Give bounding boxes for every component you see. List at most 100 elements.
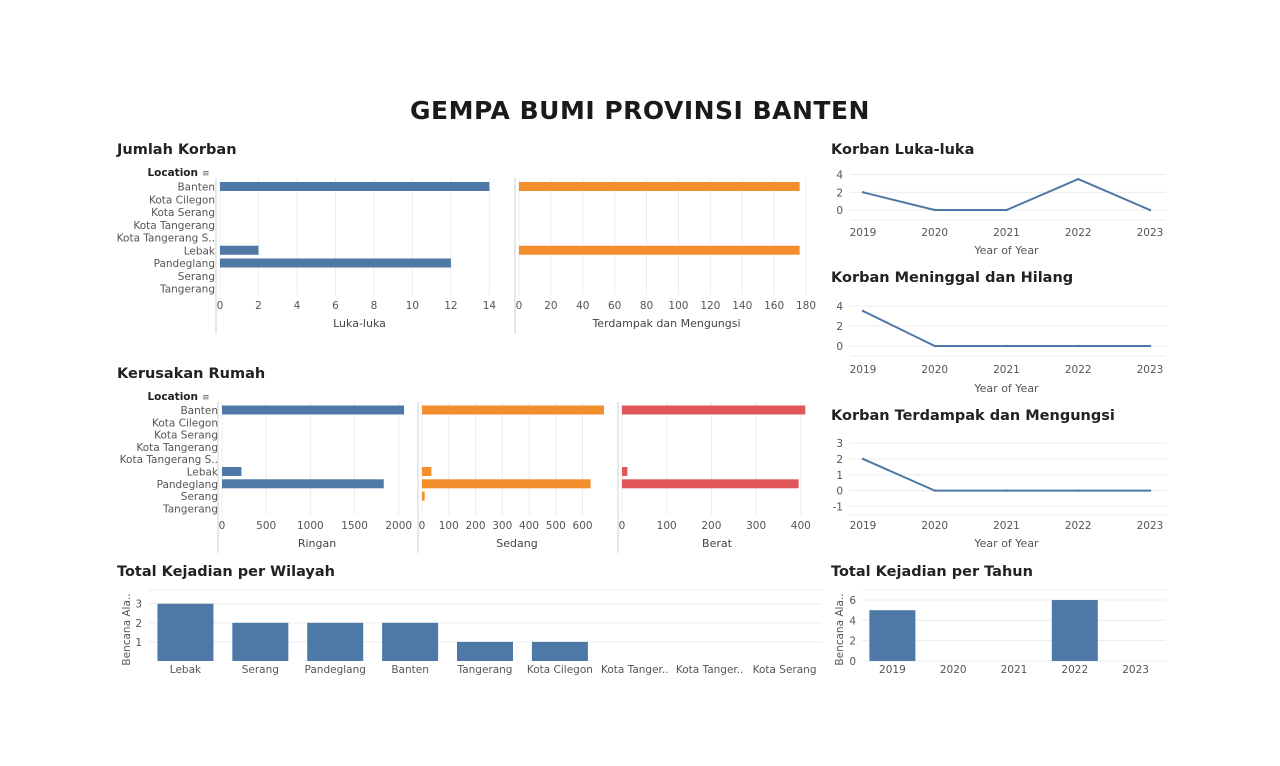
row-label-kota-tangerang: Kota Tangerang [136, 442, 218, 454]
tick-label: 500 [256, 520, 276, 532]
tick-label: 180 [796, 300, 816, 312]
tick-label: 2 [836, 454, 843, 466]
tick-label: 1500 [341, 520, 368, 532]
axis-title-terdampak-dan-mengungsi: Terdampak dan Mengungsi [591, 317, 740, 330]
tick-label: 20 [544, 300, 557, 312]
data-point-2020 [933, 208, 936, 212]
row-label-serang: Serang [178, 271, 215, 283]
section-title-korban-luka: Korban Luka-luka [831, 142, 975, 158]
x-axis-title: Year of Year [973, 244, 1039, 257]
tick-label: 1000 [297, 520, 324, 532]
axis-title-sedang: Sedang [496, 537, 537, 550]
tick-label: 4 [294, 300, 301, 312]
tick-label: 12 [444, 300, 457, 312]
x-axis-title: Year of Year [973, 537, 1039, 550]
data-point-2020 [933, 344, 936, 348]
data-point-2021 [1005, 344, 1008, 348]
data-point-2020 [933, 489, 936, 492]
category-label-kota-serang: Kota Serang [753, 664, 817, 676]
axis-title-berat: Berat [702, 537, 733, 550]
data-point-2023 [1148, 489, 1152, 492]
x-tick-2022: 2022 [1065, 364, 1092, 376]
x-tick-2021: 2021 [993, 520, 1020, 532]
tick-label: 140 [732, 300, 752, 312]
bar-ringan-pandeglang [222, 479, 384, 489]
axis-title-ringan: Ringan [298, 537, 336, 550]
bar-tangerang [457, 641, 513, 661]
category-label-lebak: Lebak [170, 664, 202, 676]
data-point-2022 [1077, 177, 1080, 181]
x-tick-2021: 2021 [993, 227, 1020, 239]
row-label-pandeglang: Pandeglang [157, 479, 218, 491]
bar-kota-cilegon [531, 641, 588, 661]
tick-label: 0 [217, 300, 224, 312]
axis-title-luka-luka: Luka-luka [333, 317, 386, 330]
tick-label: 300 [746, 520, 766, 532]
tick-label: 0 [619, 520, 626, 532]
section-title-jumlah-korban: Jumlah Korban [117, 142, 237, 158]
category-label-serang: Serang [242, 664, 279, 676]
tick-label: 200 [465, 520, 485, 532]
x-tick-2020: 2020 [921, 227, 948, 239]
x-tick-2022: 2022 [1065, 227, 1092, 239]
category-label-tangerang: Tangerang [457, 664, 513, 676]
data-point-2021 [1005, 208, 1008, 212]
tick-label: 1 [836, 470, 843, 482]
bar-serang [232, 622, 289, 661]
x-tick-2021: 2021 [993, 364, 1020, 376]
category-label-2020: 2020 [940, 664, 967, 676]
x-tick-2019: 2019 [850, 227, 877, 239]
tick-label: 4 [849, 615, 856, 627]
row-label-pandeglang: Pandeglang [154, 258, 215, 270]
x-tick-2023: 2023 [1137, 520, 1164, 532]
tick-label: 120 [700, 300, 720, 312]
sort-icon: ≡ [202, 393, 210, 403]
x-tick-2019: 2019 [850, 364, 877, 376]
category-label-2019: 2019 [879, 664, 906, 676]
tick-label: 2 [255, 300, 262, 312]
tick-label: 0 [836, 486, 843, 498]
bar-luka-luka-pandeglang [220, 258, 451, 268]
sort-icon: ≡ [202, 169, 210, 179]
row-header-label: Location [147, 167, 198, 179]
tick-label: 80 [640, 300, 653, 312]
tick-label: 0 [836, 205, 843, 217]
data-point-2019 [861, 309, 865, 313]
y-axis-label: Bencana Ala.. [834, 593, 846, 665]
row-label-kota-cilegon: Kota Cilegon [152, 417, 218, 429]
dashboard-title: GEMPA BUMI PROVINSI BANTEN [410, 96, 870, 125]
section-title-korban-terdampak: Korban Terdampak dan Mengungsi [831, 408, 1115, 424]
bar-berat-lebak [622, 467, 628, 476]
row-label-banten: Banten [177, 182, 215, 194]
row-label-kota-serang: Kota Serang [154, 430, 218, 442]
bar-sedang-lebak [422, 467, 432, 476]
data-point-2021 [1005, 489, 1008, 492]
bar-sedang-pandeglang [422, 479, 591, 489]
row-label-lebak: Lebak [187, 467, 219, 479]
tick-label: 100 [657, 520, 677, 532]
x-axis-title: Year of Year [973, 382, 1039, 395]
y-axis-label: Bencana Ala.. [121, 593, 133, 665]
tick-label: 400 [519, 520, 539, 532]
tick-label: 10 [406, 300, 419, 312]
tick-label: 40 [576, 300, 589, 312]
bar-ringan-banten [222, 405, 405, 415]
section-title-total-wilayah: Total Kejadian per Wilayah [117, 564, 335, 580]
x-tick-2022: 2022 [1065, 520, 1092, 532]
tick-label: 60 [608, 300, 621, 312]
tick-label: 400 [791, 520, 811, 532]
bar-sedang-banten [422, 405, 604, 415]
row-label-kota-serang: Kota Serang [151, 207, 215, 219]
x-tick-2023: 2023 [1137, 364, 1164, 376]
tick-label: 500 [546, 520, 566, 532]
x-tick-2023: 2023 [1137, 227, 1164, 239]
data-point-2022 [1077, 489, 1080, 492]
tick-label: 6 [332, 300, 339, 312]
tick-label: 0 [849, 656, 856, 668]
x-tick-2020: 2020 [921, 364, 948, 376]
bar-luka-luka-banten [220, 182, 490, 191]
